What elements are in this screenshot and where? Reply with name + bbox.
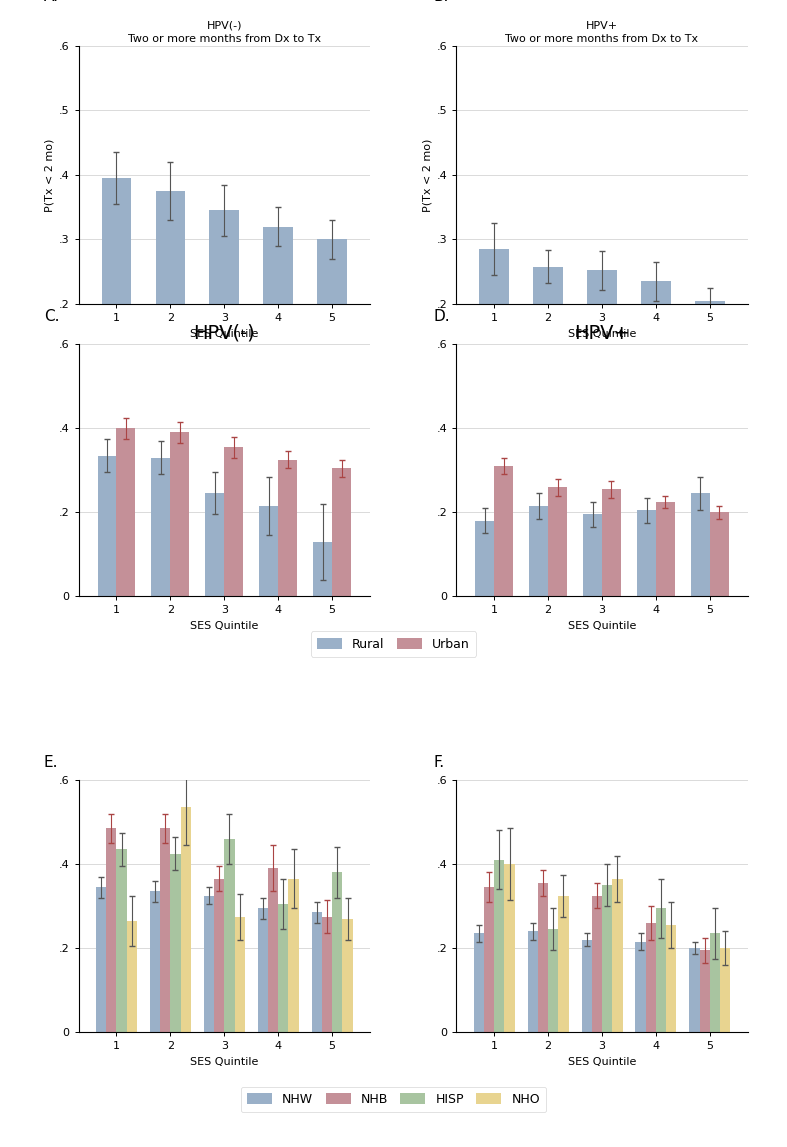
Bar	[116, 428, 135, 596]
Text: C.: C.	[44, 309, 59, 323]
Bar	[527, 931, 538, 1032]
Bar	[260, 506, 279, 596]
Bar	[667, 924, 677, 1032]
Bar	[205, 493, 224, 596]
Bar	[170, 432, 189, 596]
Bar	[548, 487, 567, 596]
Bar	[475, 521, 494, 596]
Bar	[695, 301, 725, 434]
Bar	[235, 916, 245, 1032]
Bar	[317, 240, 347, 434]
Bar	[332, 873, 342, 1032]
Bar	[637, 510, 656, 596]
Bar	[700, 950, 710, 1032]
Bar	[635, 942, 645, 1032]
Bar	[529, 506, 548, 596]
Bar	[587, 271, 617, 434]
Bar	[602, 885, 612, 1032]
Text: A.: A.	[44, 0, 59, 5]
Bar	[592, 896, 602, 1032]
Bar	[268, 868, 279, 1032]
Bar	[602, 489, 621, 596]
Bar	[641, 281, 671, 434]
Bar	[214, 879, 224, 1032]
Text: F.: F.	[433, 755, 445, 770]
Bar	[559, 896, 569, 1032]
X-axis label: SES Quintile: SES Quintile	[568, 1056, 636, 1067]
Bar	[156, 192, 185, 434]
Text: B.: B.	[433, 0, 449, 5]
Bar	[645, 923, 656, 1032]
Bar	[98, 455, 116, 596]
Legend: NHW, NHB, HISP, NHO: NHW, NHB, HISP, NHO	[241, 1086, 546, 1113]
Bar	[583, 514, 602, 596]
Bar	[312, 913, 322, 1032]
Bar	[106, 828, 116, 1032]
Bar	[264, 227, 293, 434]
Bar	[127, 921, 137, 1032]
Bar	[160, 828, 170, 1032]
Bar	[656, 502, 675, 596]
Bar	[102, 178, 131, 434]
X-axis label: SES Quintile: SES Quintile	[190, 621, 258, 631]
Title: HPV+
Two or more months from Dx to Tx: HPV+ Two or more months from Dx to Tx	[505, 21, 699, 44]
Bar	[313, 541, 332, 596]
Bar	[656, 908, 667, 1032]
Bar	[538, 883, 548, 1032]
X-axis label: SES Quintile: SES Quintile	[190, 1056, 258, 1067]
X-axis label: SES Quintile: SES Quintile	[190, 328, 258, 338]
Bar	[710, 513, 729, 596]
Bar	[720, 949, 730, 1032]
Bar	[224, 838, 235, 1032]
Bar	[209, 210, 239, 434]
Legend: Rural, Urban: Rural, Urban	[311, 631, 476, 657]
Bar	[691, 493, 710, 596]
Bar	[548, 929, 559, 1032]
Text: E.: E.	[44, 755, 58, 770]
Bar	[612, 879, 623, 1032]
Bar	[204, 896, 214, 1032]
Bar	[96, 888, 106, 1032]
Bar	[151, 458, 170, 596]
Bar	[181, 807, 191, 1032]
Y-axis label: P(Tx < 2 mo): P(Tx < 2 mo)	[423, 139, 433, 211]
Bar	[342, 919, 353, 1032]
Title: HPV(-)
Two or more months from Dx to Tx: HPV(-) Two or more months from Dx to Tx	[127, 21, 321, 44]
X-axis label: SES Quintile: SES Quintile	[568, 328, 636, 338]
Bar	[479, 249, 509, 434]
Bar	[257, 908, 268, 1032]
Bar	[484, 888, 494, 1032]
Bar	[474, 934, 484, 1032]
Bar	[332, 468, 351, 596]
Bar	[289, 879, 299, 1032]
Bar	[150, 891, 160, 1032]
Bar	[279, 904, 289, 1032]
Bar	[279, 460, 297, 596]
Bar	[116, 849, 127, 1032]
Title: HPV+: HPV+	[574, 323, 630, 343]
Title: HPV(-): HPV(-)	[194, 323, 255, 343]
X-axis label: SES Quintile: SES Quintile	[568, 621, 636, 631]
Bar	[689, 949, 700, 1032]
Bar	[322, 916, 332, 1032]
Bar	[582, 939, 592, 1032]
Bar	[494, 860, 504, 1032]
Bar	[494, 466, 513, 596]
Y-axis label: P(Tx < 2 mo): P(Tx < 2 mo)	[45, 139, 55, 211]
Bar	[170, 853, 180, 1032]
Bar	[224, 447, 243, 596]
Bar	[504, 864, 515, 1032]
Bar	[534, 266, 563, 434]
Text: D.: D.	[433, 309, 450, 323]
Bar	[710, 934, 720, 1032]
